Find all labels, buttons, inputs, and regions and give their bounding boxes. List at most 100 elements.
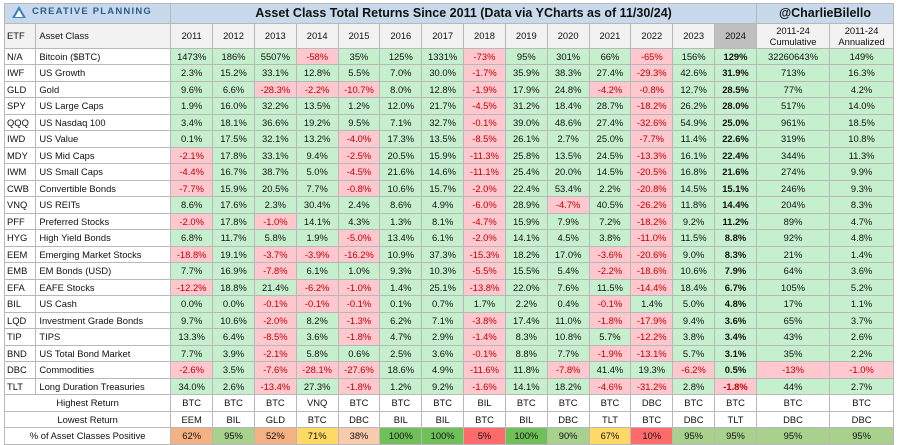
return-cell: 3.5% bbox=[212, 361, 255, 379]
summary-cell: DBC bbox=[755, 410, 831, 428]
return-cell: -11.6% bbox=[463, 361, 506, 379]
return-cell: 9.0% bbox=[672, 245, 716, 263]
etf-ticker: PFF bbox=[3, 212, 37, 230]
return-cell: 13.4% bbox=[379, 229, 423, 247]
return-cell: -12.2% bbox=[630, 328, 674, 346]
return-cell: -2.1% bbox=[170, 146, 214, 164]
return-cell: 7.7% bbox=[295, 179, 339, 197]
return-cell: 32.2% bbox=[253, 97, 297, 115]
return-cell: 25.4% bbox=[504, 163, 548, 181]
column-header: 2018 bbox=[463, 22, 506, 49]
return-cell: 92% bbox=[755, 229, 831, 247]
etf-ticker: IWD bbox=[3, 130, 37, 148]
table-row: DBC Commodities -2.6% 3.5% -7.6% -28.1% -27.6%… bbox=[3, 361, 894, 379]
return-cell: 6.2% bbox=[379, 311, 423, 329]
return-cell: 53.4% bbox=[546, 179, 590, 197]
return-cell: 89% bbox=[755, 212, 831, 230]
creative-planning-logo-icon bbox=[12, 5, 26, 18]
return-cell: 7.7% bbox=[546, 344, 590, 362]
summary-cell: BTC bbox=[463, 410, 506, 428]
return-cell: -13.1% bbox=[630, 344, 674, 362]
return-cell: -1.0% bbox=[253, 212, 297, 230]
return-cell: 5.5% bbox=[337, 64, 381, 82]
return-cell: 14.1% bbox=[504, 229, 548, 247]
return-cell: 2.2% bbox=[588, 179, 632, 197]
column-header: 2012 bbox=[212, 22, 255, 49]
summary-cell: BIL bbox=[379, 410, 423, 428]
return-cell: -4.6% bbox=[588, 377, 632, 395]
return-cell: 1.4% bbox=[379, 278, 423, 296]
return-cell: 36.6% bbox=[253, 113, 297, 131]
return-cell: 9.5% bbox=[337, 113, 381, 131]
return-cell: -0.1% bbox=[295, 295, 339, 313]
return-cell: -27.6% bbox=[337, 361, 381, 379]
return-cell: 1.9% bbox=[170, 97, 214, 115]
return-cell: -1.8% bbox=[588, 311, 632, 329]
return-cell: 28.5% bbox=[714, 80, 757, 98]
return-cell: 11.7% bbox=[212, 229, 255, 247]
table-row: SPY US Large Caps 1.9% 16.0% 32.2% 13.5% 1.2% 1… bbox=[3, 97, 894, 115]
etf-ticker: EFA bbox=[3, 278, 37, 296]
asset-class-name: Investment Grade Bonds bbox=[35, 311, 172, 329]
return-cell: -1.9% bbox=[588, 344, 632, 362]
return-cell: 0.7% bbox=[421, 295, 465, 313]
summary-cell: EEM bbox=[170, 410, 214, 428]
column-header: 2014 bbox=[295, 22, 339, 49]
summary-cell: BTC bbox=[212, 394, 255, 412]
asset-class-name: US Mid Caps bbox=[35, 146, 172, 164]
summary-cell: DBC bbox=[546, 410, 590, 428]
return-cell: 3.8% bbox=[588, 229, 632, 247]
return-cell: 21.6% bbox=[379, 163, 423, 181]
summary-cell: BTC bbox=[379, 394, 423, 412]
return-cell: 1.4% bbox=[630, 295, 674, 313]
return-cell: 15.1% bbox=[714, 179, 757, 197]
return-cell: 7.2% bbox=[588, 212, 632, 230]
table-row: IWD US Value 0.1% 17.5% 32.1% 13.2% -4.0% 17.3%… bbox=[3, 130, 894, 148]
return-cell: -20.5% bbox=[630, 163, 674, 181]
return-cell: 42.6% bbox=[672, 64, 716, 82]
return-cell: -3.8% bbox=[463, 311, 506, 329]
return-cell: 3.6% bbox=[714, 311, 757, 329]
return-cell: 2.3% bbox=[253, 196, 297, 214]
etf-ticker: BND bbox=[3, 344, 37, 362]
return-cell: 8.2% bbox=[295, 311, 339, 329]
return-cell: -13.4% bbox=[253, 377, 297, 395]
return-cell: 344% bbox=[755, 146, 831, 164]
etf-ticker: EMB bbox=[3, 262, 37, 280]
etf-ticker: LQD bbox=[3, 311, 37, 329]
summary-cell: BTC bbox=[504, 394, 548, 412]
return-cell: -13% bbox=[755, 361, 831, 379]
return-cell: 5.2% bbox=[829, 278, 894, 296]
etf-ticker: EEM bbox=[3, 245, 37, 263]
return-cell: -5.0% bbox=[337, 229, 381, 247]
return-cell: 246% bbox=[755, 179, 831, 197]
return-cell: 9.3% bbox=[379, 262, 423, 280]
return-cell: 9.9% bbox=[829, 163, 894, 181]
return-cell: 12.7% bbox=[672, 80, 716, 98]
return-cell: 66% bbox=[588, 47, 632, 65]
table-title: Asset Class Total Returns Since 2011 (Da… bbox=[170, 3, 757, 24]
return-cell: 13.5% bbox=[546, 146, 590, 164]
summary-cell: BTC bbox=[630, 410, 674, 428]
return-cell: -2.5% bbox=[337, 146, 381, 164]
return-cell: 41.4% bbox=[588, 361, 632, 379]
table-row: IWM US Small Caps -4.4% 16.7% 38.7% 5.0% -4.5%… bbox=[3, 163, 894, 181]
return-cell: 7.1% bbox=[421, 311, 465, 329]
return-cell: 16.3% bbox=[829, 64, 894, 82]
table-row: QQQ US Nasdaq 100 3.4% 18.1% 36.6% 19.2% 9.5% 7… bbox=[3, 113, 894, 131]
return-cell: -14.4% bbox=[630, 278, 674, 296]
return-cell: 19.1% bbox=[212, 245, 255, 263]
column-header: 2016 bbox=[379, 22, 423, 49]
return-cell: -6.2% bbox=[672, 361, 716, 379]
return-cell: 54.9% bbox=[672, 113, 716, 131]
return-cell: 22.4% bbox=[714, 146, 757, 164]
return-cell: 14.5% bbox=[672, 179, 716, 197]
return-cell: 0.4% bbox=[546, 295, 590, 313]
asset-class-name: US Total Bond Market bbox=[35, 344, 172, 362]
column-header: 2021 bbox=[588, 22, 632, 49]
return-cell: 38.3% bbox=[546, 64, 590, 82]
column-header: 2011-24 Cumulative bbox=[755, 22, 831, 49]
column-header: 2015 bbox=[337, 22, 381, 49]
return-cell: 10.6% bbox=[379, 179, 423, 197]
summary-row: % of Asset Classes Positive 62% 95% 52% 71% 3… bbox=[3, 427, 894, 445]
